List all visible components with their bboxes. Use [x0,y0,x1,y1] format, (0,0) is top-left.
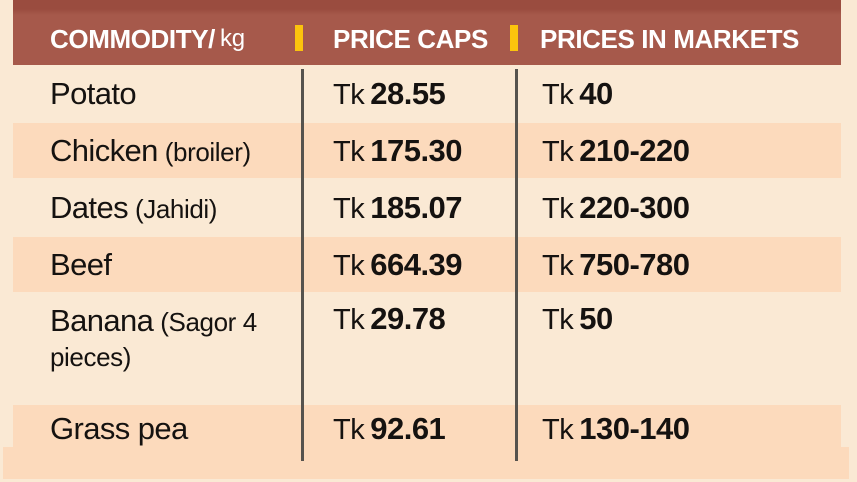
market-price-cell: Tk 750-780 [542,247,690,283]
currency-label: Tk [333,79,365,111]
price-cap-cell: Tk 175.30 [333,132,463,169]
commodity-name: Dates [50,189,129,225]
commodity-name: Beef [50,246,112,282]
currency-label: Tk [333,249,365,282]
price-cap-value: 175.30 [370,132,463,168]
table-row: Beef Tk 664.39 Tk 750-780 [13,237,841,292]
price-cap-cell: Tk 185.07 [333,189,463,226]
commodity-note: (Jahidi) [134,193,218,224]
currency-label: Tk [333,414,365,446]
price-cap-value: 664.39 [370,246,463,282]
currency-label: Tk [542,304,574,336]
market-price-value: 210-220 [579,132,690,168]
commodity-name: Banana [50,303,154,338]
header-unit-label: kg [220,25,245,52]
commodity-note: (Sagor 4 pieces) [50,307,257,372]
header-commodity-label: COMMODITY/ [50,23,215,54]
bottom-shade-band [3,447,849,479]
commodity-cell: Chicken (broiler) [50,133,251,169]
commodity-cell: Banana (Sagor 4 pieces) [50,301,300,374]
price-cap-cell: Tk 29.78 [333,301,446,337]
commodity-name: Grass pea [50,411,188,446]
market-price-cell: Tk 40 [542,76,613,112]
commodity-cell: Potato [50,76,143,112]
price-cap-value: 185.07 [370,189,463,225]
table-row: Dates (Jahidi) Tk 185.07 Tk 220-300 [13,178,841,237]
currency-label: Tk [542,192,574,225]
market-price-cell: Tk 130-140 [542,411,690,447]
market-price-cell: Tk 220-300 [542,190,690,226]
commodity-name: Chicken [50,132,158,168]
commodity-name: Potato [50,76,137,111]
market-price-cell: Tk 210-220 [542,133,690,169]
column-divider-1 [301,69,304,461]
market-price-value: 750-780 [579,246,690,282]
price-cap-cell: Tk 28.55 [333,76,446,112]
commodity-note: (broiler) [164,136,251,167]
market-price-value: 40 [579,76,613,111]
table-row: Banana (Sagor 4 pieces) Tk 29.78 Tk 50 [13,292,841,405]
table-row: Potato Tk 28.55 Tk 40 [13,65,841,123]
currency-label: Tk [542,414,574,446]
currency-label: Tk [333,192,365,225]
currency-label: Tk [542,249,574,282]
table-header: COMMODITY/ kg PRICE CAPS PRICES IN MARKE… [13,0,841,65]
column-divider-2 [515,69,518,461]
header-commodity: COMMODITY/ kg [50,0,245,65]
commodity-cell: Grass pea [50,411,195,447]
commodity-cell: Beef [50,247,118,283]
market-price-value: 50 [579,301,613,336]
price-cap-cell: Tk 664.39 [333,246,463,283]
header-price-caps: PRICE CAPS [333,23,488,54]
price-cap-value: 28.55 [370,76,446,111]
market-price-cell: Tk 50 [542,301,613,337]
price-cap-value: 29.78 [370,301,446,336]
yellow-separator-bar-1 [295,25,303,51]
currency-label: Tk [333,304,365,336]
currency-label: Tk [542,79,574,111]
market-price-value: 130-140 [579,411,690,446]
header-prices-in-markets: PRICES IN MARKETS [540,23,800,54]
market-price-value: 220-300 [579,189,690,225]
price-cap-cell: Tk 92.61 [333,411,446,447]
currency-label: Tk [542,135,574,168]
currency-label: Tk [333,135,365,168]
commodity-cell: Dates (Jahidi) [50,190,217,226]
table-row: Chicken (broiler) Tk 175.30 Tk 210-220 [13,123,841,178]
yellow-separator-bar-2 [510,25,518,51]
price-cap-value: 92.61 [370,411,446,446]
